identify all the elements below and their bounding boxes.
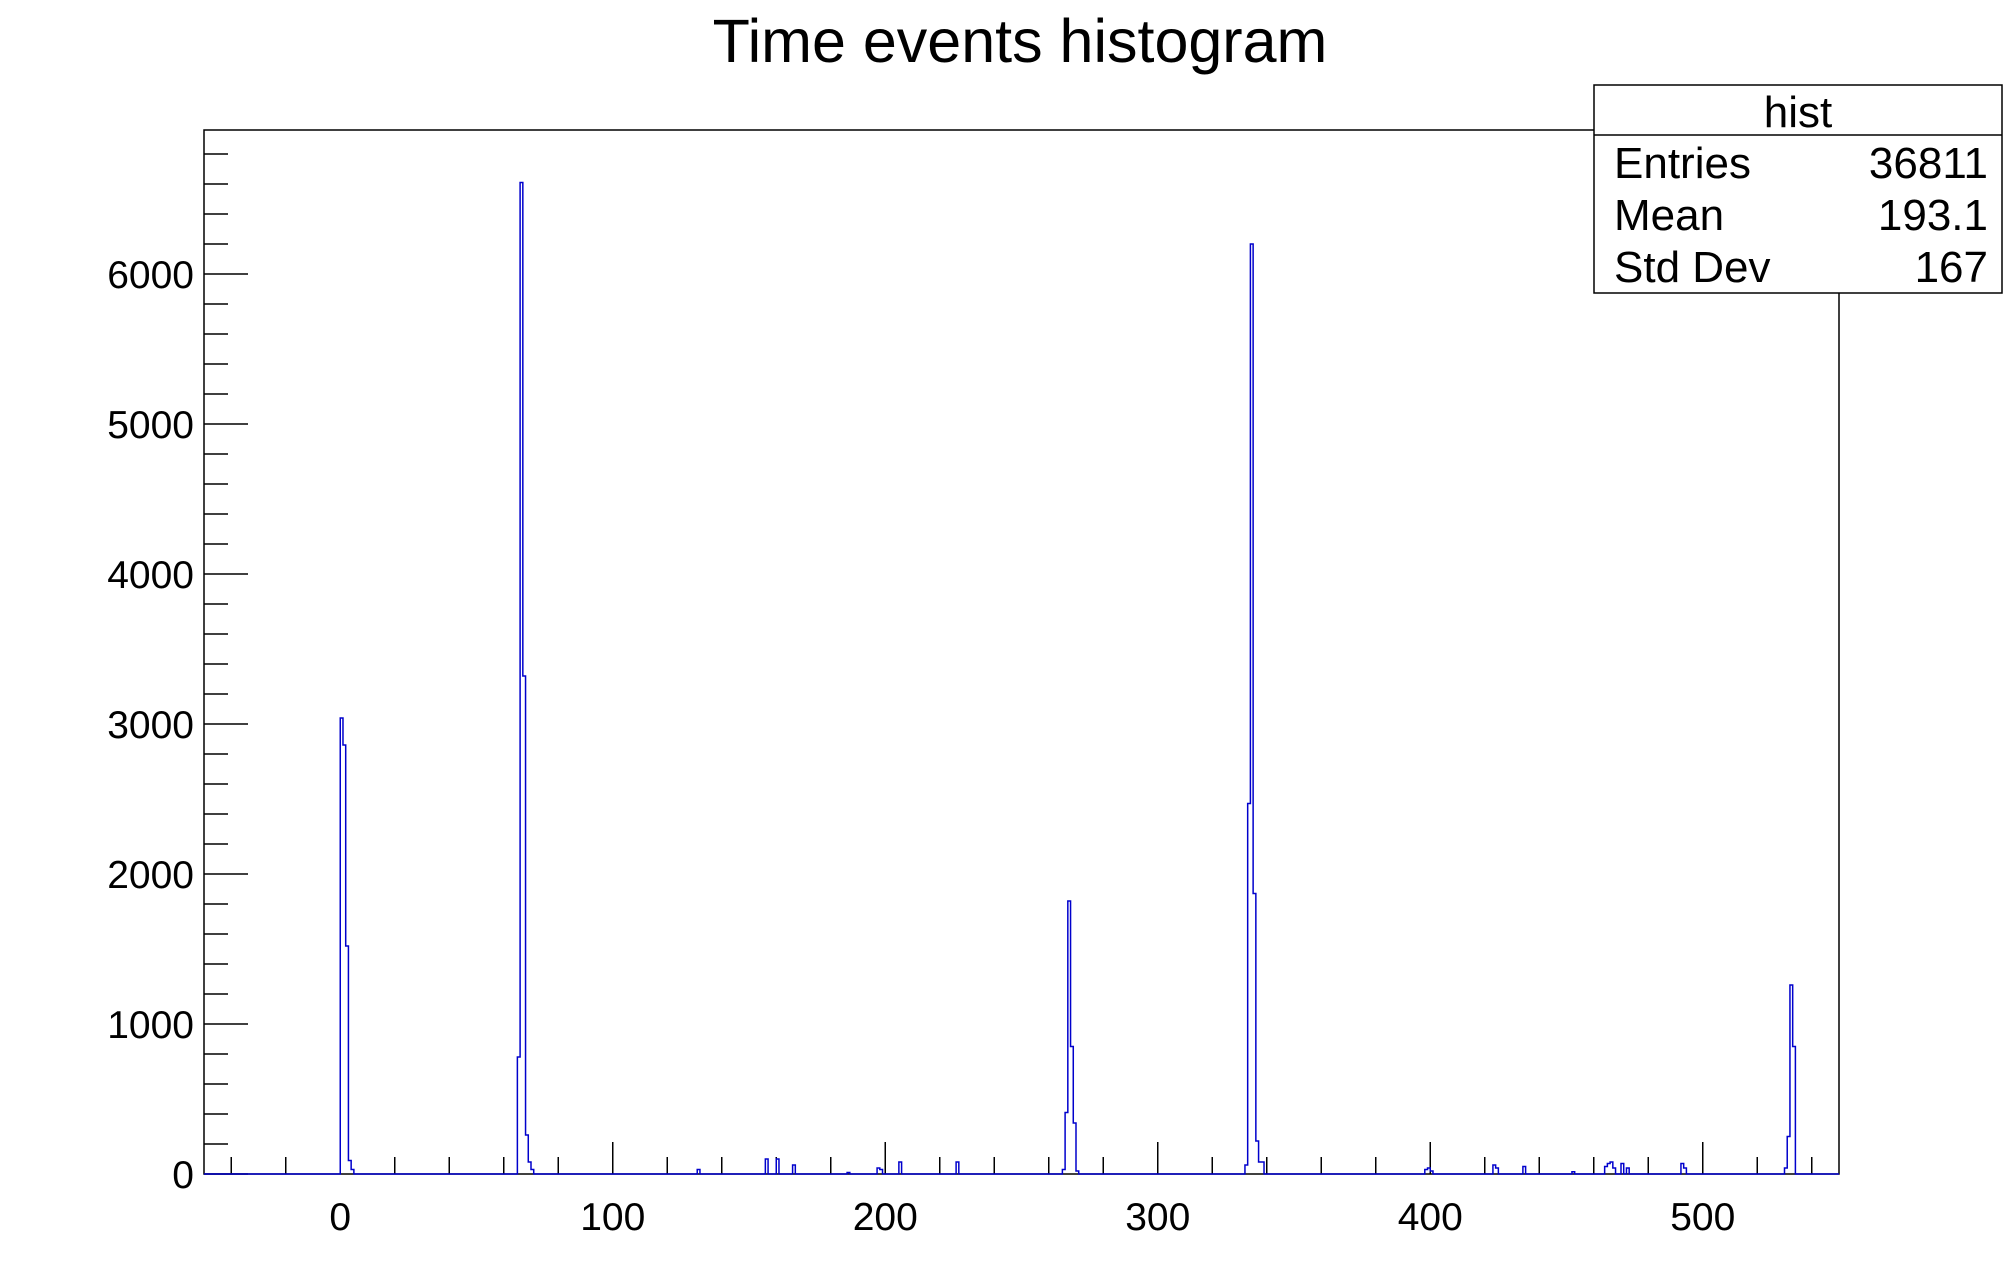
stats-value-std-dev: 167 [1915,243,1988,292]
y-tick-label: 2000 [107,854,194,897]
x-tick-label: 0 [329,1196,351,1239]
y-tick-label: 3000 [107,704,194,747]
stats-box-frame [1593,84,2003,294]
stats-value-entries: 36811 [1869,139,1988,188]
stats-value-mean: 193.1 [1878,191,1988,240]
stats-box-title: hist [1764,88,1832,137]
y-tick-label: 4000 [107,554,194,597]
histogram-outline [204,181,1839,1175]
stats-label-std-dev: Std Dev [1614,243,1771,292]
chart-title: Time events histogram [713,7,1328,75]
y-tick-label: 1000 [107,1004,194,1047]
y-tick-label: 5000 [107,404,194,447]
x-tick-label: 500 [1670,1196,1735,1239]
x-tick-label: 400 [1398,1196,1463,1239]
y-tick-label: 6000 [107,254,194,297]
y-axis: 0 1000 2000 3000 4000 5000 6000 [107,153,248,1197]
x-tick-label: 200 [853,1196,918,1239]
stats-label-entries: Entries [1614,139,1751,188]
histogram-bar [1259,1162,1262,1174]
y-tick-label: 0 [172,1154,194,1197]
x-tick-label: 300 [1125,1196,1190,1239]
stats-box: hist Entries 36811 Mean 193.1 Std Dev 16… [1593,84,2003,294]
x-tick-label: 100 [580,1196,645,1239]
x-axis: 0 100 200 300 400 500 [230,1142,1813,1239]
stats-label-mean: Mean [1614,191,1724,240]
